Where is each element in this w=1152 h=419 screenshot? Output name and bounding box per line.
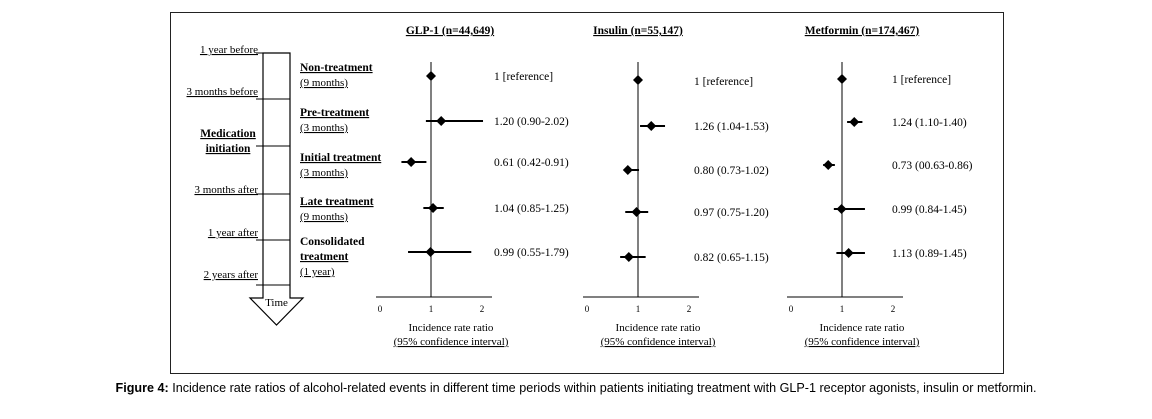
point-estimate (633, 75, 643, 85)
estimate-label: 0.99 (0.55-1.79) (494, 247, 569, 259)
estimate-label: 0.99 (0.84-1.45) (892, 204, 967, 216)
timeline-marker-label: 3 months before (187, 86, 259, 98)
timeline-marker-label: 2 years after (204, 269, 259, 281)
timeline-marker-label: 1 year after (208, 227, 258, 239)
estimate-label: 1.24 (1.10-1.40) (892, 117, 967, 129)
estimate-label: 0.61 (0.42-0.91) (494, 157, 569, 169)
estimate-label: 1.20 (0.90-2.02) (494, 116, 569, 128)
period-name: Non-treatment (300, 62, 373, 74)
period-duration: (3 months) (300, 167, 348, 179)
point-estimate (623, 252, 634, 262)
estimate-label: 0.73 (00.63-0.86) (892, 160, 973, 172)
caption-text: Incidence rate ratios of alcohol-related… (168, 381, 1037, 395)
point-estimate (428, 203, 439, 213)
x-axis-title: Incidence rate ratio (616, 322, 701, 334)
x-axis-title: Incidence rate ratio (409, 322, 494, 334)
estimate-label: 0.80 (0.73-1.02) (694, 165, 769, 177)
x-tick-label: 2 (480, 304, 485, 314)
x-axis-subtitle: (95% confidence interval) (601, 336, 716, 348)
estimate-label: 1 [reference] (494, 71, 553, 83)
point-estimate (823, 160, 834, 170)
point-estimate (843, 248, 854, 258)
period-name: Pre-treatment (300, 107, 369, 119)
caption-label: Figure 4: (115, 381, 169, 395)
point-estimate (436, 116, 447, 126)
x-tick-label: 1 (840, 304, 845, 314)
x-tick-label: 2 (891, 304, 896, 314)
panel-title: GLP-1 (n=44,649) (406, 25, 494, 37)
period-name: Initial treatment (300, 152, 381, 164)
period-duration: (9 months) (300, 211, 348, 223)
estimate-label: 1 [reference] (694, 76, 753, 88)
estimate-label: 1 [reference] (892, 74, 951, 86)
point-estimate (836, 204, 847, 214)
panel-title: Metformin (n=174,467) (805, 25, 920, 37)
x-axis-title: Incidence rate ratio (820, 322, 905, 334)
point-estimate (849, 117, 860, 127)
estimate-label: 1.04 (0.85-1.25) (494, 203, 569, 215)
point-estimate (406, 157, 417, 167)
period-name: treatment (300, 251, 348, 263)
x-tick-label: 2 (687, 304, 692, 314)
x-tick-label: 0 (585, 304, 590, 314)
point-estimate (622, 165, 633, 175)
timeline-arrow-label: Time (265, 297, 288, 309)
timeline-marker-label: 3 months after (194, 184, 258, 196)
x-tick-label: 1 (429, 304, 434, 314)
panel-title: Insulin (n=55,147) (593, 25, 683, 37)
figure-caption: Figure 4: Incidence rate ratios of alcoh… (0, 381, 1152, 395)
point-estimate (425, 247, 436, 257)
x-axis-subtitle: (95% confidence interval) (394, 336, 509, 348)
estimate-label: 1.13 (0.89-1.45) (892, 248, 967, 260)
forest-plot: Time 1 year before 3 months before Medicati… (187, 25, 973, 348)
estimate-label: 1.26 (1.04-1.53) (694, 121, 769, 133)
period-name: Consolidated (300, 236, 365, 248)
x-tick-label: 1 (636, 304, 641, 314)
period-name: Late treatment (300, 196, 374, 208)
point-estimate (646, 121, 657, 131)
x-axis-subtitle: (95% confidence interval) (805, 336, 920, 348)
estimate-label: 0.97 (0.75-1.20) (694, 207, 769, 219)
x-tick-label: 0 (789, 304, 794, 314)
timeline-marker-label: initiation (206, 143, 251, 155)
point-estimate (426, 71, 436, 81)
point-estimate (631, 207, 642, 217)
period-duration: (1 year) (300, 266, 335, 278)
timeline-marker-label: Medication (200, 128, 256, 140)
period-duration: (9 months) (300, 77, 348, 89)
estimate-label: 0.82 (0.65-1.15) (694, 252, 769, 264)
period-duration: (3 months) (300, 122, 348, 134)
point-estimate (837, 74, 847, 84)
x-tick-label: 0 (378, 304, 383, 314)
timeline-arrow (248, 52, 305, 326)
timeline-marker-label: 1 year before (200, 44, 258, 56)
figure-frame (170, 12, 1004, 374)
